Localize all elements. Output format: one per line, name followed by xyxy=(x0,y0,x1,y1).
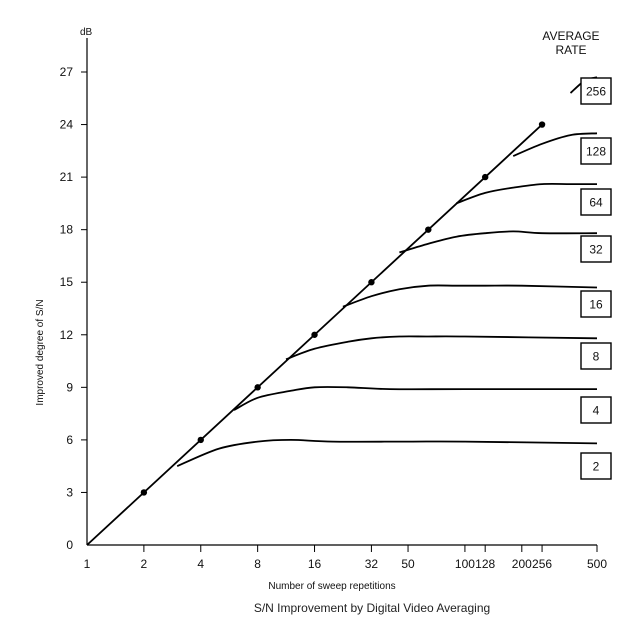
rate-box-256: 256 xyxy=(580,77,612,105)
x-tick-label: 50 xyxy=(401,557,415,571)
y-tick-label: 6 xyxy=(66,433,73,447)
rate-box-64: 64 xyxy=(580,188,612,216)
rate-curve-32 xyxy=(399,230,598,254)
rate-box-128: 128 xyxy=(580,137,612,165)
x-tick-label: 32 xyxy=(365,557,379,571)
rate-curve-4 xyxy=(233,386,597,411)
y-tick-label: 9 xyxy=(66,380,73,394)
rate-curve-64 xyxy=(455,182,597,205)
x-tick-label: 128 xyxy=(475,557,495,571)
rate-box-label: 128 xyxy=(586,145,606,159)
y-unit-label: dB xyxy=(80,27,93,38)
rate-box-frame xyxy=(580,342,612,370)
rate-box-frame xyxy=(580,235,612,263)
y-tick-label: 15 xyxy=(60,275,74,289)
x-tick-label: 4 xyxy=(197,557,204,571)
rate-box-frame xyxy=(580,396,612,424)
data-points xyxy=(140,121,546,496)
rate-box-frame xyxy=(580,290,612,318)
x-axis-label: Number of sweep repetitions xyxy=(268,581,395,592)
data-point xyxy=(197,436,204,444)
data-point xyxy=(140,489,148,496)
rate-box-label: 8 xyxy=(593,350,600,364)
rate-box-label: 256 xyxy=(586,85,606,99)
rate-box-frame xyxy=(580,77,612,105)
rate-box-16: 16 xyxy=(580,290,612,318)
rate-curve-16 xyxy=(342,284,598,308)
data-point xyxy=(254,384,261,391)
y-tick-label: 12 xyxy=(60,328,74,342)
x-tick-label: 16 xyxy=(308,557,322,571)
data-point xyxy=(481,173,489,181)
rate-box-4: 4 xyxy=(580,396,612,424)
curves xyxy=(86,76,598,546)
data-point xyxy=(538,121,546,128)
y-tick-label: 21 xyxy=(60,170,74,184)
data-point xyxy=(311,331,318,338)
legend-title-line: RATE xyxy=(555,43,586,57)
x-tick-label: 8 xyxy=(254,557,261,571)
rate-curve-2 xyxy=(176,438,598,468)
y-tick-label: 0 xyxy=(66,538,73,552)
x-tick-label: 500 xyxy=(587,557,607,571)
x-tick-label: 200 xyxy=(512,557,532,571)
data-point xyxy=(368,279,375,286)
data-point xyxy=(425,226,432,233)
x-tick-label: 100 xyxy=(455,557,475,571)
rate-box-frame xyxy=(580,137,612,165)
rate-box-32: 32 xyxy=(580,235,612,263)
rate-box-2: 2 xyxy=(580,452,612,480)
y-tick-label: 18 xyxy=(60,223,74,237)
legend-title-line: AVERAGE xyxy=(542,29,599,43)
chart-title: S/N Improvement by Digital Video Averagi… xyxy=(254,601,490,615)
y-axis-label: Improved degree of S/N xyxy=(35,299,46,405)
rate-box-label: 2 xyxy=(593,460,600,474)
rate-box-label: 4 xyxy=(593,404,600,418)
x-tick-label: 256 xyxy=(532,557,552,571)
rate-box-8: 8 xyxy=(580,342,612,370)
rate-box-label: 64 xyxy=(589,196,603,210)
y-tick-label: 27 xyxy=(60,65,74,79)
rate-box-label: 32 xyxy=(589,243,603,257)
x-tick-label: 2 xyxy=(141,557,148,571)
rate-curve-128 xyxy=(512,132,598,157)
rate-box-frame xyxy=(580,188,612,216)
rate-curve-8 xyxy=(285,335,598,361)
y-tick-label: 3 xyxy=(66,485,73,499)
y-tick-label: 24 xyxy=(60,118,74,132)
rate-box-label: 16 xyxy=(589,298,603,312)
rate-box-frame xyxy=(580,452,612,480)
x-tick-label: 1 xyxy=(84,557,91,571)
